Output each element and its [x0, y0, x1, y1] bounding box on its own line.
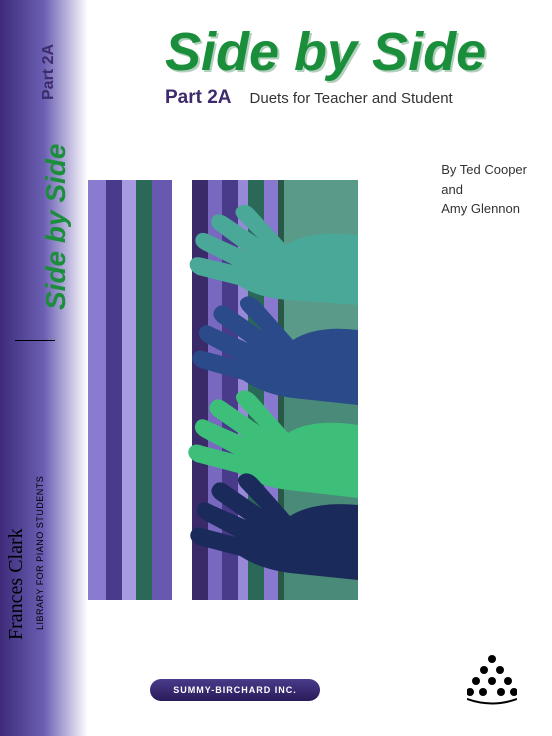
title-block: Side by Side Part 2A Duets for Teacher a… — [165, 25, 486, 109]
spine-part: Part 2A — [40, 44, 58, 100]
spine-library-text: LIBRARY FOR PIANO STUDENTS — [35, 476, 45, 630]
author-line-1: By Ted Cooper — [441, 160, 527, 180]
author-line-3: Amy Glennon — [441, 199, 527, 219]
publisher-logo-icon — [467, 653, 517, 708]
spine-signature: Frances Clark — [5, 528, 28, 640]
publisher-badge: SUMMY-BIRCHARD INC. — [150, 679, 320, 701]
spine-title: Side by Side — [40, 144, 72, 311]
author-line-2: and — [441, 180, 527, 200]
part-line: Part 2A Duets for Teacher and Student — [165, 87, 486, 109]
cover-artwork — [88, 180, 358, 600]
subtitle: Duets for Teacher and Student — [250, 90, 453, 107]
spine-divider — [15, 340, 55, 341]
authors-block: By Ted Cooper and Amy Glennon — [441, 160, 527, 219]
part-label: Part 2A — [165, 87, 232, 109]
main-title: Side by Side — [165, 25, 486, 79]
